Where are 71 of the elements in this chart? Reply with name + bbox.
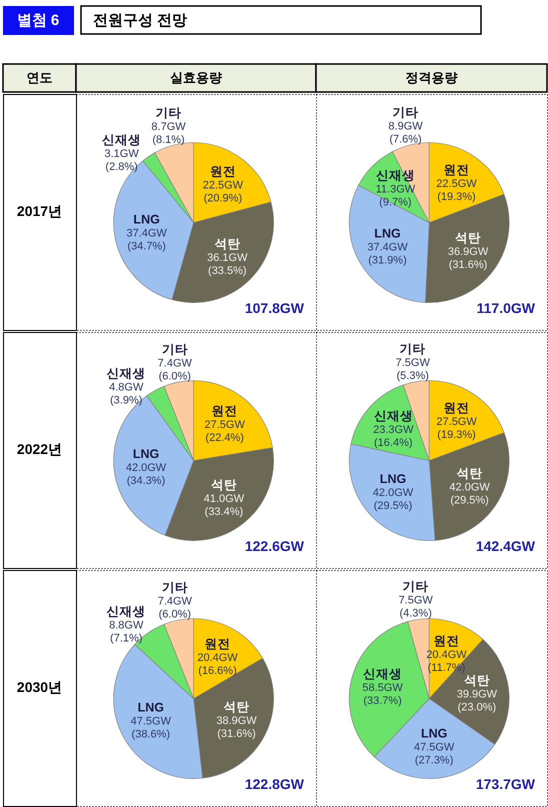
data-label: 41.0GW (33.4%): [204, 492, 245, 518]
slice-label: 신재생: [374, 408, 413, 423]
data-label: 37.4GW (34.7%): [126, 227, 168, 252]
text: 117.0GW: [476, 300, 536, 316]
data-label: 37.4GW (31.9%): [367, 241, 408, 266]
data-label: 3.1GW (2.8%): [104, 148, 140, 174]
data-label: 7.4GW (6.0%): [158, 357, 192, 382]
slice-label: 기타: [392, 105, 419, 120]
text: 122.8GW: [244, 776, 305, 792]
slice-label: 신재생: [363, 667, 402, 682]
slice-label: 석탄: [455, 230, 482, 245]
slice-label: 신재생: [106, 366, 146, 381]
slice-label: 원전: [210, 164, 236, 179]
data-label: 7.5GW (5.3%): [396, 356, 430, 382]
slice-label: 기타: [402, 580, 429, 594]
slice-label: LNG: [133, 212, 160, 226]
slice-label: 석탄: [224, 700, 250, 714]
data-label: 22.5GW (19.3%): [436, 178, 478, 204]
slice-label: LNG: [380, 472, 406, 486]
text: 전원구성 전망: [93, 12, 188, 29]
text: 2017년: [16, 203, 62, 219]
data-label: 7.4GW (6.0%): [158, 595, 193, 620]
slice-label: 석탄: [210, 478, 237, 492]
text: 107.8GW: [244, 300, 305, 316]
slice-label: 원전: [444, 401, 470, 416]
data-label: 36.9GW (31.6%): [448, 246, 489, 271]
slice-label: 기타: [162, 580, 188, 594]
data-label: 20.4GW (16.6%): [197, 652, 238, 677]
slice-label: 기타: [162, 342, 188, 356]
data-label: 8.7GW (8.1%): [151, 120, 186, 146]
slice-label: LNG: [138, 700, 164, 714]
data-label: 42.0GW (34.3%): [126, 462, 167, 487]
slice-label: 신재생: [106, 604, 146, 619]
slice-label: 기타: [156, 106, 182, 120]
text: 122.6GW: [244, 538, 305, 554]
slice-label: 원전: [433, 634, 460, 648]
data-label: 42.0GW (29.5%): [372, 487, 414, 512]
data-label: 22.5GW (20.9%): [202, 180, 244, 205]
data-label: 39.9GW (23.0%): [456, 688, 498, 714]
slice-label: 원전: [212, 404, 238, 418]
text: 정격용량: [406, 70, 458, 85]
data-label: 42.0GW (29.5%): [449, 482, 490, 507]
text: 142.4GW: [476, 538, 536, 554]
text: 연도: [26, 70, 52, 85]
slice-label: 석탄: [464, 673, 490, 688]
data-label: 23.3GW (16.4%): [373, 424, 414, 449]
slice-label: LNG: [420, 726, 448, 740]
text: 2030년: [16, 679, 62, 695]
text: 2022년: [16, 441, 62, 457]
slice-label: 신재생: [102, 133, 142, 148]
text: 173.7GW: [476, 776, 536, 792]
slice-label: LNG: [374, 226, 401, 240]
data-label: 8.8GW (7.1%): [109, 620, 144, 645]
data-label: 7.5GW (4.3%): [398, 594, 434, 620]
data-label: 4.8GW (3.9%): [109, 382, 144, 407]
data-label: 36.1GW (33.5%): [207, 252, 248, 277]
slice-label: 석탄: [214, 236, 240, 251]
slice-label: 기타: [400, 342, 426, 356]
data-label: 47.5GW (27.3%): [414, 741, 455, 766]
slice-label: LNG: [132, 446, 160, 461]
data-label: 27.5GW (22.4%): [204, 419, 246, 444]
data-label: 47.5GW (38.6%): [130, 715, 172, 740]
text: 별첨 6: [16, 12, 60, 29]
data-label: 8.9GW (7.6%): [388, 120, 424, 146]
data-label: 27.5GW (19.3%): [436, 416, 478, 442]
data-label: 38.9GW (31.6%): [216, 715, 258, 740]
slice-label: 원전: [204, 636, 230, 651]
slice-label: 원전: [443, 163, 470, 178]
slice-label: 석탄: [456, 466, 483, 481]
data-label: 58.5GW (33.7%): [362, 682, 404, 708]
text: 실효용량: [170, 70, 222, 85]
